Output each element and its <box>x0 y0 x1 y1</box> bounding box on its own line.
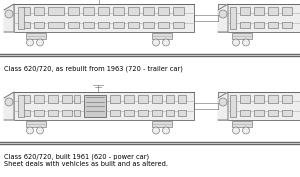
Polygon shape <box>4 4 14 32</box>
Bar <box>282 7 292 15</box>
Bar <box>138 110 148 116</box>
Bar <box>48 22 64 28</box>
Circle shape <box>242 39 250 46</box>
Bar <box>113 22 124 28</box>
Bar <box>173 22 184 28</box>
Bar <box>282 95 292 103</box>
Bar <box>110 95 120 103</box>
Bar <box>143 7 154 15</box>
Bar <box>230 7 236 29</box>
Bar <box>98 7 109 15</box>
Bar <box>254 7 264 15</box>
Circle shape <box>242 127 250 134</box>
Bar <box>34 7 44 15</box>
Bar <box>230 95 236 117</box>
Bar <box>110 110 120 116</box>
Bar <box>178 110 186 116</box>
Bar <box>62 95 72 103</box>
Polygon shape <box>218 4 228 32</box>
Bar <box>68 22 79 28</box>
Bar <box>34 22 44 28</box>
Bar <box>166 110 174 116</box>
Circle shape <box>152 127 160 134</box>
Bar <box>240 7 250 15</box>
Polygon shape <box>218 92 228 120</box>
Bar <box>34 110 44 116</box>
Bar <box>268 95 278 103</box>
Circle shape <box>37 39 44 46</box>
Bar <box>128 7 139 15</box>
Bar <box>26 121 46 127</box>
Circle shape <box>163 127 170 134</box>
Text: Sheet deals with vehicles as built and as altered.: Sheet deals with vehicles as built and a… <box>4 161 168 167</box>
Bar <box>22 7 30 15</box>
Circle shape <box>26 39 34 46</box>
Bar <box>166 95 174 103</box>
Circle shape <box>232 127 239 134</box>
Bar <box>254 95 264 103</box>
Circle shape <box>163 39 170 46</box>
Polygon shape <box>4 92 14 120</box>
Circle shape <box>232 39 239 46</box>
Bar <box>152 110 162 116</box>
Bar <box>83 7 94 15</box>
Bar <box>74 95 80 103</box>
Circle shape <box>26 127 34 134</box>
Bar <box>84 95 106 117</box>
Bar <box>240 95 250 103</box>
Bar <box>254 110 264 116</box>
Bar <box>113 7 124 15</box>
Text: Class 620/720, built 1961 (620 - power car): Class 620/720, built 1961 (620 - power c… <box>4 153 149 159</box>
Circle shape <box>5 10 13 18</box>
Bar <box>48 95 58 103</box>
Bar <box>62 110 72 116</box>
Bar <box>268 7 278 15</box>
Circle shape <box>37 127 44 134</box>
Bar <box>282 22 292 28</box>
Bar <box>14 4 194 32</box>
Bar <box>48 7 64 15</box>
Bar <box>158 22 169 28</box>
Bar <box>178 95 186 103</box>
Bar <box>74 110 80 116</box>
Bar <box>240 110 250 116</box>
Bar <box>143 22 154 28</box>
Bar <box>152 121 172 127</box>
Bar <box>218 92 300 120</box>
Bar <box>282 110 292 116</box>
Bar <box>124 110 134 116</box>
Bar <box>26 33 46 39</box>
Bar <box>268 110 278 116</box>
Bar <box>268 22 278 28</box>
Bar <box>152 33 172 39</box>
Bar <box>14 92 194 120</box>
Bar <box>138 95 148 103</box>
Bar <box>22 22 30 28</box>
Circle shape <box>219 98 227 106</box>
Bar <box>218 4 300 32</box>
Bar <box>232 121 252 127</box>
Bar <box>68 7 79 15</box>
Bar <box>18 95 24 117</box>
Bar <box>240 22 250 28</box>
Circle shape <box>219 10 227 18</box>
Bar <box>22 95 30 103</box>
Bar <box>83 22 94 28</box>
Bar <box>48 110 58 116</box>
Bar <box>22 110 30 116</box>
Bar <box>158 7 169 15</box>
Bar <box>254 22 264 28</box>
Circle shape <box>152 39 160 46</box>
Bar <box>18 7 24 29</box>
Text: Class 620/720, as rebuilt from 1963 (720 - trailer car): Class 620/720, as rebuilt from 1963 (720… <box>4 66 183 73</box>
Bar <box>124 95 134 103</box>
Circle shape <box>5 98 13 106</box>
Bar <box>34 95 44 103</box>
Bar <box>152 95 162 103</box>
Bar <box>232 33 252 39</box>
Bar <box>173 7 184 15</box>
Bar <box>98 22 109 28</box>
Bar <box>128 22 139 28</box>
